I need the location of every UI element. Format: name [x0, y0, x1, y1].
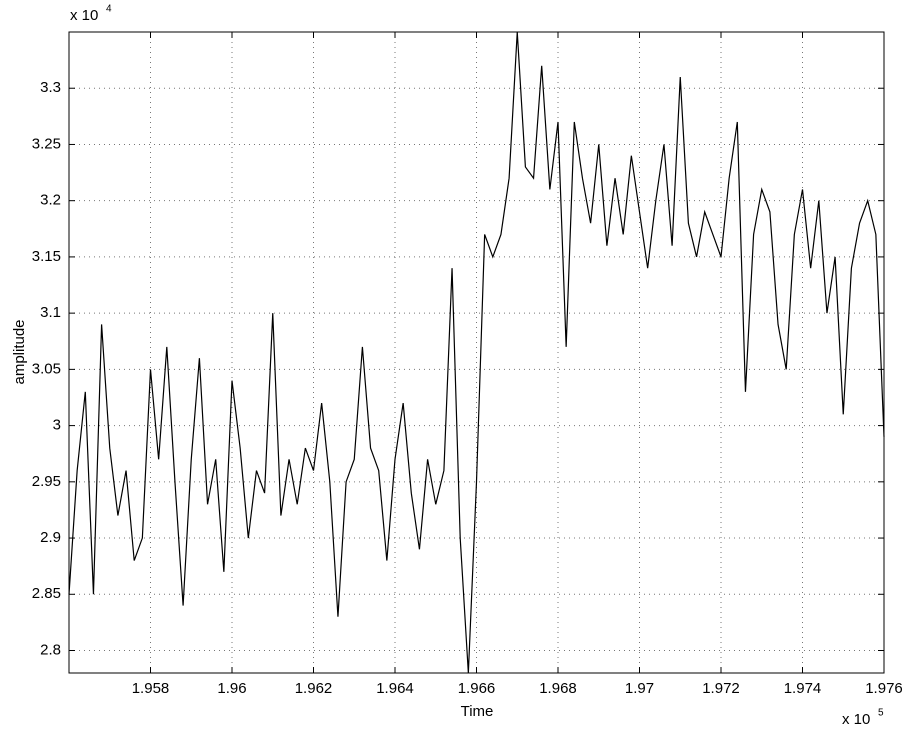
x-tick-label: 1.964 [376, 680, 414, 697]
x-tick-label: 1.974 [784, 680, 822, 697]
x-axis-label: Time [461, 703, 494, 720]
x-multiplier: x 10 [842, 711, 870, 728]
x-tick-label: 1.962 [295, 680, 333, 697]
x-tick-label: 1.976 [865, 680, 903, 697]
y-multiplier-exponent: 4 [106, 4, 112, 15]
x-multiplier-exponent: 5 [878, 708, 884, 719]
x-tick-label: 1.968 [539, 680, 577, 697]
y-multiplier: x 10 [70, 7, 98, 24]
plot-frame [68, 31, 885, 674]
data-line [68, 31, 885, 674]
y-tick-label: 2.85 [32, 585, 61, 602]
y-tick-label: 3.05 [32, 360, 61, 377]
y-tick-label: 3 [53, 417, 61, 434]
y-tick-label: 3.15 [32, 248, 61, 265]
x-tick-label: 1.96 [217, 680, 246, 697]
x-tick-label: 1.958 [132, 680, 170, 697]
x-tick-label: 1.97 [625, 680, 654, 697]
y-axis-label: amplitude [11, 319, 28, 384]
y-tick-label: 3.25 [32, 135, 61, 152]
y-tick-label: 2.9 [40, 529, 61, 546]
x-tick-label: 1.972 [702, 680, 740, 697]
y-tick-label: 3.1 [40, 304, 61, 321]
y-tick-label: 3.3 [40, 79, 61, 96]
y-tick-label: 3.2 [40, 192, 61, 209]
y-tick-label: 2.8 [40, 641, 61, 658]
y-tick-label: 2.95 [32, 473, 61, 490]
x-tick-label: 1.966 [458, 680, 496, 697]
